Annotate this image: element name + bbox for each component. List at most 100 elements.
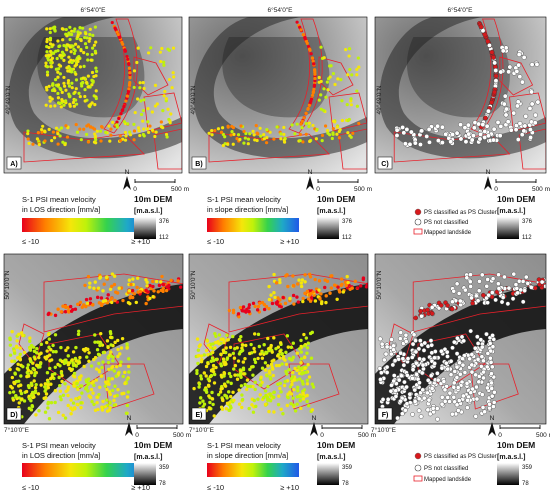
ps-point [118,352,122,356]
ps-point [263,402,268,407]
ps-point [479,354,485,359]
ps-point [64,99,68,103]
ps-point [46,383,51,387]
ps-point [78,355,82,360]
ps-point [196,361,200,366]
panel-label: A) [10,161,17,168]
ps-point [293,132,297,136]
ps-point [201,399,205,403]
ps-point [407,141,413,147]
ps-point [478,132,483,137]
ps-point [292,387,296,392]
ps-point [8,337,12,342]
ps-point [144,301,148,306]
ps-point [224,346,228,350]
ps-point [109,133,113,137]
ps-point [28,336,32,340]
ps-point [203,388,207,392]
ps-point [74,98,78,102]
ps-point [95,295,100,300]
ps-point [280,351,284,356]
ps-point [448,372,454,377]
ps-point [414,372,419,377]
ps-point [109,343,113,347]
ps-point [39,342,44,347]
ps-point [169,112,173,116]
ps-point [306,341,311,345]
ps-point [289,402,293,406]
ps-point [488,360,494,365]
ps-point [225,356,230,360]
ps-point [127,66,132,70]
ps-point [65,66,69,70]
ps-point [265,135,269,140]
ps-point [110,284,114,289]
ps-point [232,398,236,402]
ps-point [480,292,486,298]
ps-point [529,89,534,95]
ps-point [53,104,57,108]
ps-point [396,377,402,383]
ps-point [514,286,520,291]
ps-point [66,81,70,85]
ps-point [54,126,59,130]
ps-point [298,138,302,143]
ps-point [56,39,60,43]
ps-point [451,380,457,386]
ps-point [62,58,66,62]
ps-point [112,369,117,373]
ps-point [479,392,485,397]
ps-point [229,405,233,410]
ps-point [77,57,81,61]
ps-point [315,127,319,132]
mapped-landslide-outline [509,92,546,132]
dem-unit: [m.a.s.l.] [134,208,162,215]
ps-point [300,119,305,123]
ps-point [90,52,94,57]
ps-point [231,334,235,339]
ps-point [231,351,236,356]
ps-point [258,301,262,305]
bottom-coord-f: 7°10'0"E [371,426,397,434]
legend-min-label: ≤ -10 [22,483,39,492]
ps-point [506,69,512,75]
ps-point [325,80,329,84]
ps-point [110,272,115,276]
ps-point [302,332,306,337]
ps-point [112,398,116,403]
ps-point [151,295,155,299]
ps-point [491,400,497,405]
ps-point [34,351,39,355]
ps-point [249,342,253,347]
dem-color-ramp [317,463,339,485]
legend-max-label: ≥ +10 [131,483,150,492]
ps-point [503,112,509,118]
ps-point [81,76,85,80]
ps-point [353,279,357,284]
ps-point [67,366,72,371]
ps-point [292,302,296,306]
ps-point [108,400,112,404]
ps-point [128,130,132,134]
ps-point [463,287,468,293]
ps-point [26,129,30,133]
ps-point [40,130,44,134]
ps-point [485,385,490,391]
ps-point [395,415,400,421]
ps-point [274,346,278,351]
ps-point [347,54,351,58]
ps-point [66,126,70,130]
ps-point [529,62,535,67]
ps-point [86,58,90,62]
ps-point [64,45,68,49]
ps-point [92,43,96,47]
ps-point [13,372,17,376]
ps-point [8,353,13,357]
ps-point [78,127,82,131]
ps-point [320,133,325,138]
ps-point [141,81,145,85]
ps-point [384,370,390,375]
mapped-landslide-outline [203,323,230,365]
ps-point [152,289,156,293]
ps-point [379,370,384,376]
